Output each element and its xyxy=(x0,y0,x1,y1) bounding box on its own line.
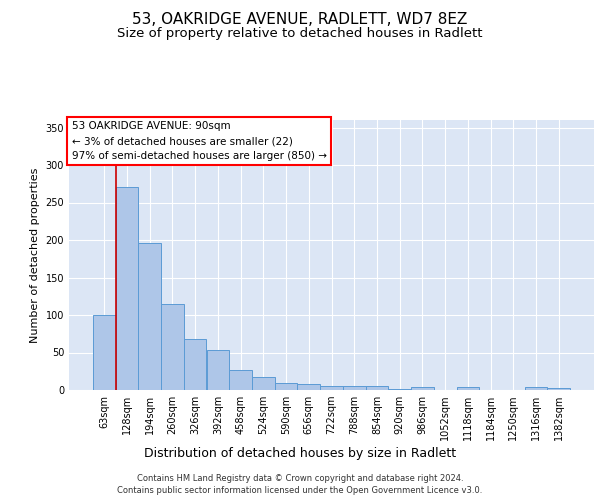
Text: 53 OAKRIDGE AVENUE: 90sqm
← 3% of detached houses are smaller (22)
97% of semi-d: 53 OAKRIDGE AVENUE: 90sqm ← 3% of detach… xyxy=(71,122,326,161)
Bar xyxy=(206,350,229,390)
Bar xyxy=(388,388,411,390)
Bar xyxy=(457,387,479,390)
Bar xyxy=(320,386,343,390)
Bar xyxy=(298,384,320,390)
Bar xyxy=(343,386,365,390)
Bar xyxy=(411,387,434,390)
Bar xyxy=(252,377,275,390)
Text: Size of property relative to detached houses in Radlett: Size of property relative to detached ho… xyxy=(117,28,483,40)
Text: Distribution of detached houses by size in Radlett: Distribution of detached houses by size … xyxy=(144,448,456,460)
Text: Contains HM Land Registry data © Crown copyright and database right 2024.
Contai: Contains HM Land Registry data © Crown c… xyxy=(118,474,482,495)
Y-axis label: Number of detached properties: Number of detached properties xyxy=(30,168,40,342)
Text: 53, OAKRIDGE AVENUE, RADLETT, WD7 8EZ: 53, OAKRIDGE AVENUE, RADLETT, WD7 8EZ xyxy=(133,12,467,28)
Bar xyxy=(547,388,570,390)
Bar xyxy=(184,339,206,390)
Bar xyxy=(93,315,116,390)
Bar xyxy=(524,387,547,390)
Bar xyxy=(275,383,298,390)
Bar xyxy=(229,370,252,390)
Bar xyxy=(365,386,388,390)
Bar xyxy=(116,186,139,390)
Bar xyxy=(139,243,161,390)
Bar xyxy=(161,304,184,390)
